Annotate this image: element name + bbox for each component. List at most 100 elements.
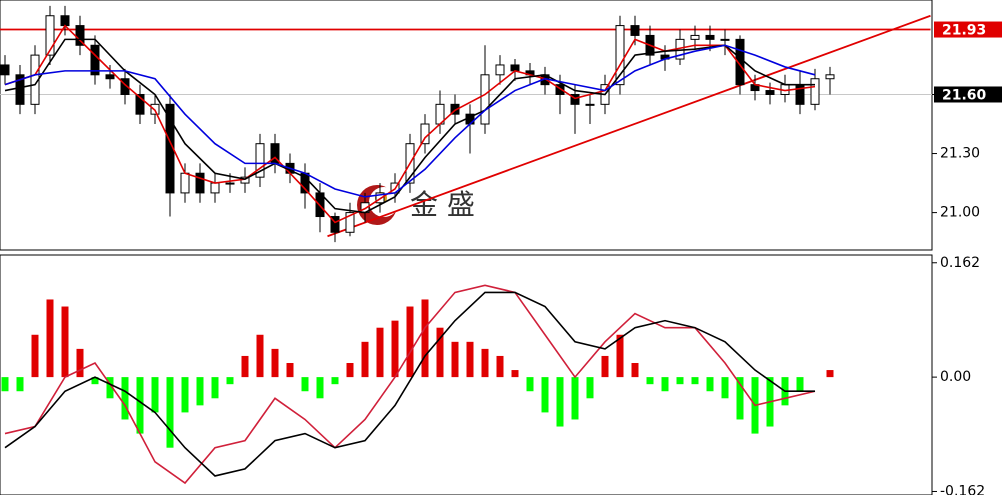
histogram-bar [646, 377, 654, 385]
candle-body [705, 34, 715, 40]
histogram-bar [196, 377, 204, 406]
candle-body [615, 25, 625, 86]
histogram-bar [106, 377, 114, 399]
histogram-bar [556, 377, 564, 427]
indicator-line [4, 38, 815, 214]
histogram-bar [421, 299, 429, 378]
histogram-bar [436, 327, 444, 378]
histogram-bar [826, 370, 834, 378]
y-tick-label: 21.30 [940, 146, 980, 162]
histogram-bar [241, 355, 249, 378]
histogram-bar [61, 306, 69, 378]
histogram-bar [706, 377, 714, 392]
y-tick-label: -0.162 [940, 483, 985, 495]
histogram-bar [571, 377, 579, 420]
histogram-bar [91, 377, 99, 385]
histogram-bar [406, 306, 414, 378]
histogram-bar [676, 377, 684, 385]
histogram-bar [631, 363, 639, 378]
candle-body [15, 74, 25, 105]
histogram-bar [211, 377, 219, 399]
candle-body [195, 172, 205, 194]
candle-body [585, 103, 595, 106]
candle-body [330, 216, 340, 233]
histogram-bar [601, 355, 609, 378]
histogram-bar [301, 377, 309, 392]
indicator-line [4, 24, 816, 224]
histogram-bar [796, 377, 804, 392]
candle-body [420, 123, 430, 145]
candle-body [375, 192, 385, 204]
watermark: 金 盛 [410, 188, 475, 221]
histogram-bar [466, 341, 474, 378]
histogram-bar [1, 377, 9, 392]
histogram-bar [121, 377, 129, 420]
candle-body [180, 172, 190, 194]
candle-body [135, 93, 145, 115]
histogram-bar [166, 377, 174, 448]
histogram-bar [256, 334, 264, 378]
price-label: 21.93 [942, 23, 986, 39]
candle-body [690, 34, 700, 40]
histogram-bar [721, 377, 729, 399]
histogram-bar [226, 377, 234, 385]
candle-body [450, 103, 460, 115]
candle-body [225, 182, 235, 185]
histogram-bar [181, 377, 189, 413]
indicator-line [4, 44, 816, 198]
candle-body [345, 212, 355, 233]
histogram-bar [451, 341, 459, 378]
histogram-bar [286, 363, 294, 378]
candle-body [810, 78, 820, 105]
y-tick-label: 0.00 [940, 369, 971, 385]
histogram-bar [376, 327, 384, 378]
macd-panel [0, 254, 933, 495]
y-tick-label: 0.162 [940, 255, 980, 271]
histogram-bar [331, 377, 339, 385]
candle-body [510, 64, 520, 72]
price-label: 21.60 [942, 87, 987, 103]
histogram-bar [76, 348, 84, 378]
histogram-bar [511, 370, 519, 378]
histogram-bar [46, 299, 54, 378]
candle-body [720, 38, 730, 41]
histogram-bar [346, 363, 354, 378]
candle-body [45, 15, 55, 56]
histogram-bar [316, 377, 324, 399]
histogram-bar [391, 320, 399, 378]
candle-body [630, 25, 640, 36]
candle-body [480, 74, 490, 125]
histogram-bar [616, 334, 624, 378]
candle-body [60, 15, 70, 27]
candle-body [210, 182, 220, 194]
histogram-bar [496, 355, 504, 378]
price-label-box [934, 21, 1002, 38]
y-tick-label: 21.00 [940, 205, 980, 221]
candle-body [0, 64, 10, 76]
candle-body [255, 143, 265, 178]
candle-body [555, 84, 565, 95]
indicator-line [4, 284, 816, 485]
histogram-bar [361, 341, 369, 378]
histogram-bar [526, 377, 534, 392]
indicator-line [4, 291, 815, 477]
candle-body [105, 74, 115, 80]
candle-body [765, 90, 775, 95]
histogram-bar [661, 377, 669, 392]
candle-body [495, 64, 505, 76]
histogram-bar [151, 377, 159, 413]
histogram-bar [736, 377, 744, 420]
trend-line [327, 14, 931, 238]
histogram-bar [691, 377, 699, 385]
histogram-bar [586, 377, 594, 399]
histogram-bar [541, 377, 549, 413]
histogram-bar [136, 377, 144, 434]
candle-body [120, 78, 130, 95]
histogram-bar [481, 348, 489, 378]
candle-body [570, 93, 580, 105]
candle-body [825, 74, 835, 80]
histogram-bar [271, 348, 279, 378]
histogram-bar [31, 334, 39, 378]
price-panel [0, 0, 933, 251]
